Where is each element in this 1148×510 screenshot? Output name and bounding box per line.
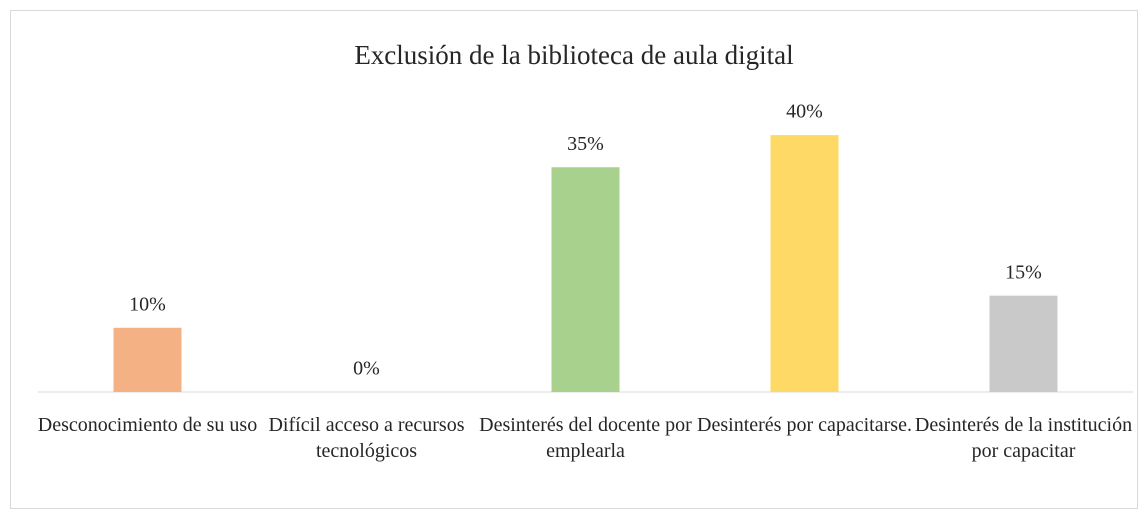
value-label: 0% bbox=[353, 358, 380, 380]
bar bbox=[551, 167, 620, 392]
bar bbox=[989, 295, 1058, 392]
x-tick-label: Desinterés por capacitarse. bbox=[697, 414, 912, 436]
x-tick-label: Desinterés de la institución por capacit… bbox=[914, 414, 1133, 462]
value-label: 15% bbox=[1005, 261, 1042, 283]
chart-title: Exclusión de la biblioteca de aula digit… bbox=[354, 40, 793, 70]
x-tick-label: Difícil acceso a recursos tecnológicos bbox=[268, 414, 465, 462]
bar bbox=[770, 135, 839, 392]
x-tick-label: Desconocimiento de su uso bbox=[37, 414, 258, 436]
value-label: 40% bbox=[786, 101, 823, 123]
value-label: 35% bbox=[567, 133, 604, 155]
value-label: 10% bbox=[129, 293, 166, 315]
bar bbox=[113, 327, 182, 392]
x-tick-label: Desinterés del docente por emplearla bbox=[479, 414, 692, 462]
